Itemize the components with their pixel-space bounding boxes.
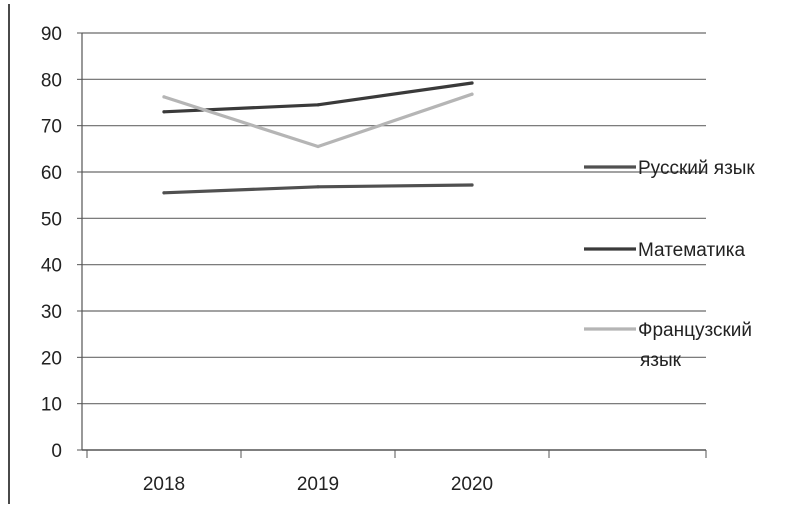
- legend: Русский язык Математика Французский язык: [584, 158, 755, 371]
- series-2-point-2018: [162, 95, 166, 99]
- gridlines: [82, 32, 706, 405]
- chart-frame: [8, 4, 798, 504]
- y-tick-label-50: 50: [41, 209, 62, 230]
- x-axis-tick-labels: 2018 2019 2020: [143, 474, 493, 495]
- legend-label-1: Математика: [638, 240, 746, 261]
- y-tick-label-10: 10: [41, 395, 62, 416]
- series-1-point-2019: [316, 103, 320, 107]
- series-0-point-2020: [470, 183, 474, 187]
- series-line-2: [162, 92, 474, 149]
- series-0-point-2019: [316, 185, 320, 189]
- y-tick-label-90: 90: [41, 24, 62, 45]
- y-tick-label-0: 0: [51, 441, 62, 462]
- y-tick-label-80: 80: [41, 70, 62, 91]
- legend-label-0: Русский язык: [638, 158, 755, 179]
- y-tick-label-30: 30: [41, 302, 62, 323]
- x-tick-label-2019: 2019: [297, 474, 339, 495]
- legend-label-2-line-0: Французский: [638, 320, 752, 341]
- axes: [77, 32, 707, 458]
- series-2-point-2020: [470, 92, 474, 96]
- series-1-point-2020: [470, 81, 474, 85]
- series-1-point-2018: [162, 110, 166, 114]
- x-tick-label-2020: 2020: [451, 474, 493, 495]
- series-line-1: [162, 81, 474, 114]
- y-axis-tick-labels: 0 10 20 30 40 50 60 70 80 90: [41, 24, 62, 462]
- y-tick-label-40: 40: [41, 256, 62, 277]
- y-tick-label-70: 70: [41, 117, 62, 138]
- series-2-point-2019: [316, 144, 320, 149]
- y-tick-label-60: 60: [41, 163, 62, 184]
- y-tick-label-20: 20: [41, 348, 62, 369]
- x-tick-label-2018: 2018: [143, 474, 185, 495]
- series-0-point-2018: [162, 191, 166, 195]
- legend-label-2-line-1: язык: [640, 350, 682, 371]
- series-lines: [162, 81, 474, 195]
